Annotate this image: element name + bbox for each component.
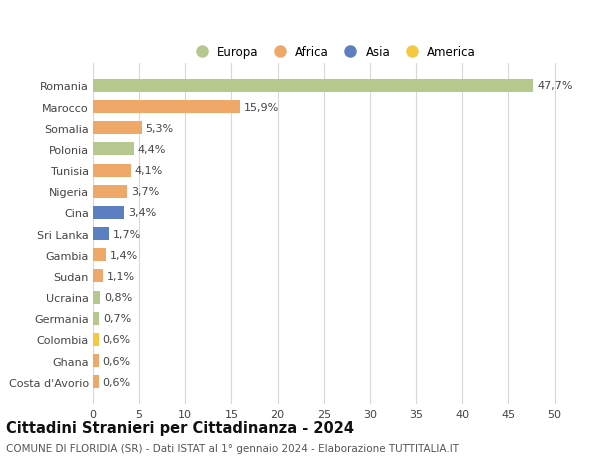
Bar [93, 333, 98, 346]
Bar [93, 270, 103, 283]
Text: 0,7%: 0,7% [103, 313, 131, 324]
Text: 1,4%: 1,4% [110, 250, 138, 260]
Text: Cittadini Stranieri per Cittadinanza - 2024: Cittadini Stranieri per Cittadinanza - 2… [6, 420, 354, 435]
Bar [93, 228, 109, 241]
Bar [93, 164, 131, 177]
Text: 1,1%: 1,1% [107, 271, 135, 281]
Bar [93, 249, 106, 262]
Text: 4,4%: 4,4% [137, 145, 166, 155]
Text: 15,9%: 15,9% [244, 102, 279, 112]
Bar [93, 101, 240, 114]
Bar [93, 312, 100, 325]
Text: 5,3%: 5,3% [146, 123, 174, 134]
Text: COMUNE DI FLORIDIA (SR) - Dati ISTAT al 1° gennaio 2024 - Elaborazione TUTTITALI: COMUNE DI FLORIDIA (SR) - Dati ISTAT al … [6, 443, 459, 453]
Text: 0,6%: 0,6% [102, 356, 130, 366]
Text: 47,7%: 47,7% [537, 81, 572, 91]
Text: 3,4%: 3,4% [128, 208, 157, 218]
Text: 0,8%: 0,8% [104, 292, 133, 302]
Bar [93, 185, 127, 198]
Bar [93, 122, 142, 135]
Bar [93, 207, 124, 219]
Text: 4,1%: 4,1% [134, 166, 163, 176]
Text: 3,7%: 3,7% [131, 187, 159, 197]
Legend: Europa, Africa, Asia, America: Europa, Africa, Asia, America [185, 41, 481, 64]
Bar [93, 80, 533, 93]
Bar [93, 291, 100, 304]
Bar [93, 354, 98, 367]
Text: 0,6%: 0,6% [102, 377, 130, 387]
Text: 1,7%: 1,7% [112, 229, 140, 239]
Bar [93, 143, 134, 156]
Text: 0,6%: 0,6% [102, 335, 130, 345]
Bar [93, 375, 98, 388]
